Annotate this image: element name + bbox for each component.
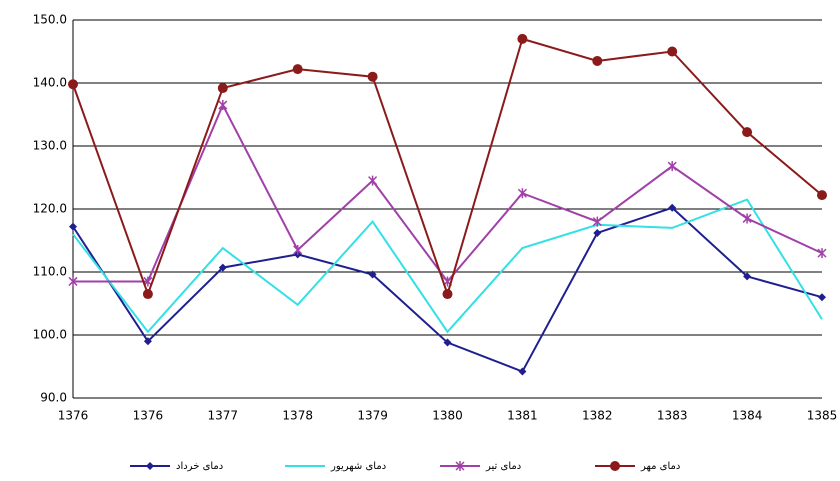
x-tick-label: 1376: [133, 409, 164, 423]
data-point: [593, 228, 602, 237]
x-tick-label: 1376: [58, 409, 89, 423]
legend-marker: [455, 461, 465, 471]
data-point: [667, 46, 678, 57]
x-tick-label: 1385: [807, 409, 838, 423]
y-tick-label: 120.0: [33, 202, 67, 216]
data-point: [69, 222, 77, 231]
y-tick-label: 130.0: [33, 139, 67, 153]
x-tick-label: 1379: [357, 409, 388, 423]
x-tick-label: 1381: [507, 409, 538, 423]
y-tick-label: 150.0: [33, 13, 67, 27]
data-point: [367, 71, 378, 82]
x-tick-label: 1383: [657, 409, 688, 423]
data-point: [368, 175, 378, 186]
legend-label: دمای تیر: [485, 461, 521, 472]
x-tick-label: 1380: [432, 409, 463, 423]
series-line: [72, 37, 823, 298]
data-point: [743, 272, 752, 281]
series-line: [72, 198, 823, 334]
data-point: [68, 276, 78, 287]
legend-marker: [610, 461, 620, 471]
data-point: [293, 244, 303, 255]
x-tick-label: 1378: [282, 409, 313, 423]
legend-label: دمای شهریور: [330, 461, 386, 472]
data-point: [742, 213, 752, 224]
data-point: [68, 79, 78, 90]
data-point: [218, 100, 228, 111]
data-point: [218, 263, 227, 272]
data-point: [368, 270, 377, 279]
legend-label: دمای مهر: [640, 461, 680, 472]
data-point: [517, 33, 528, 44]
legend-marker: [146, 462, 154, 470]
data-point: [292, 64, 303, 75]
data-point: [817, 248, 827, 259]
x-tick-label: 1382: [582, 409, 613, 423]
y-tick-label: 110.0: [33, 265, 67, 279]
x-tick-label: 1384: [732, 409, 763, 423]
data-point: [517, 188, 527, 199]
data-point: [592, 55, 603, 66]
data-point: [143, 337, 152, 346]
data-point: [142, 289, 153, 300]
data-point: [592, 216, 602, 227]
data-point: [443, 338, 452, 347]
data-point: [217, 83, 228, 94]
y-tick-label: 100.0: [33, 328, 67, 342]
data-point: [667, 161, 677, 172]
data-point: [442, 289, 453, 300]
y-tick-label: 90.0: [40, 391, 67, 405]
data-point: [818, 293, 826, 302]
legend-label: دمای خرداد: [176, 461, 223, 472]
data-point: [518, 367, 527, 376]
data-point: [742, 127, 753, 138]
data-point: [668, 203, 677, 212]
x-tick-label: 1377: [208, 409, 239, 423]
y-tick-label: 140.0: [33, 76, 67, 90]
data-point: [817, 190, 827, 201]
